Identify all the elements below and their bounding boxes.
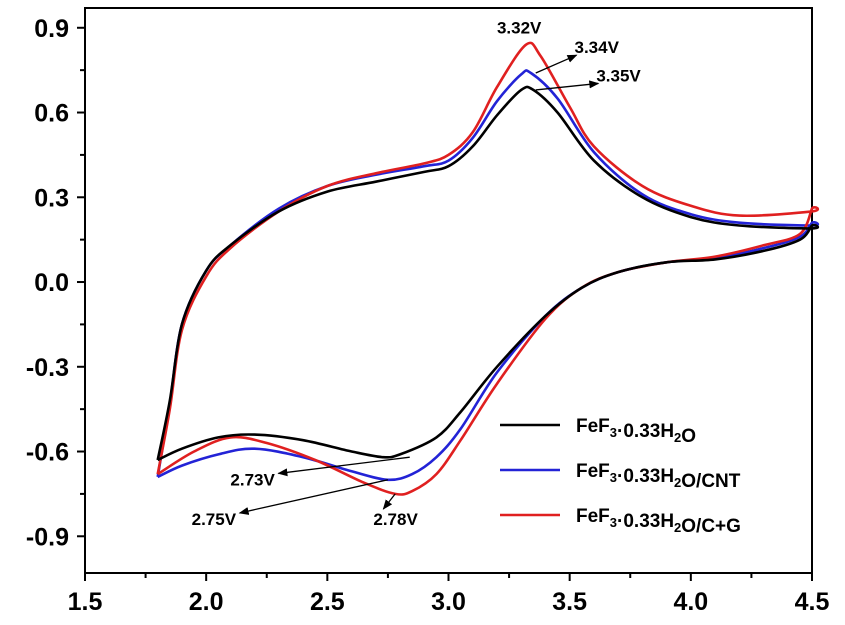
annotation-label: 3.34V: [575, 38, 620, 57]
y-tick-label: 0.0: [34, 269, 69, 297]
series-line-0: [156, 85, 820, 462]
x-tick-label: 1.5: [68, 588, 103, 616]
x-axis-tick-labels: 1.5 2.0 2.5 3.0 3.5 4.0 4.5: [68, 588, 830, 616]
annotation-label: 2.73V: [230, 470, 275, 489]
series-line-1: [156, 69, 820, 482]
annotation-arrow: [277, 456, 410, 477]
annotation-label: 2.75V: [192, 510, 237, 529]
y-tick-label: 0.9: [34, 15, 69, 43]
x-tick-label: 2.5: [310, 588, 345, 616]
legend: FeF3·0.33H2O FeF3·0.33H2O/CNT FeF3·0.33H2O…: [500, 416, 741, 537]
x-tick-label: 4.5: [795, 588, 830, 616]
x-tick-label: 3.0: [431, 588, 466, 616]
y-tick-label: -0.3: [26, 354, 69, 382]
y-tick-label: -0.9: [26, 523, 69, 551]
annotation-label: 3.32V: [497, 18, 542, 37]
x-tick-label: 4.0: [673, 588, 708, 616]
axis-ticks: [77, 26, 813, 581]
legend-label-1: FeF3·0.33H2O/CNT: [576, 461, 741, 492]
y-tick-label: -0.6: [26, 439, 69, 467]
annotation-label: 2.78V: [373, 510, 418, 529]
annotation-layer: 3.32V 3.34V 3.35V 2.73V 2.75V 2.78V: [192, 18, 642, 529]
legend-label-2: FeF3·0.33H2O/C+G: [576, 506, 741, 537]
x-tick-label: 2.0: [189, 588, 224, 616]
x-tick-label: 3.5: [552, 588, 587, 616]
annotation-arrow: [238, 479, 389, 515]
legend-label-0: FeF3·0.33H2O: [576, 416, 696, 447]
annotation-arrow: [535, 80, 600, 91]
annotation-arrow: [535, 54, 578, 74]
series-layer: [156, 41, 820, 496]
y-tick-label: 0.6: [34, 100, 69, 128]
y-tick-label: 0.3: [34, 184, 69, 212]
series-line-2: [156, 41, 820, 496]
annotation-label: 3.35V: [596, 66, 641, 85]
annotation-arrow: [382, 493, 396, 510]
y-axis-tick-labels: 0.9 0.6 0.3 0.0 -0.3 -0.6 -0.9: [26, 15, 69, 552]
